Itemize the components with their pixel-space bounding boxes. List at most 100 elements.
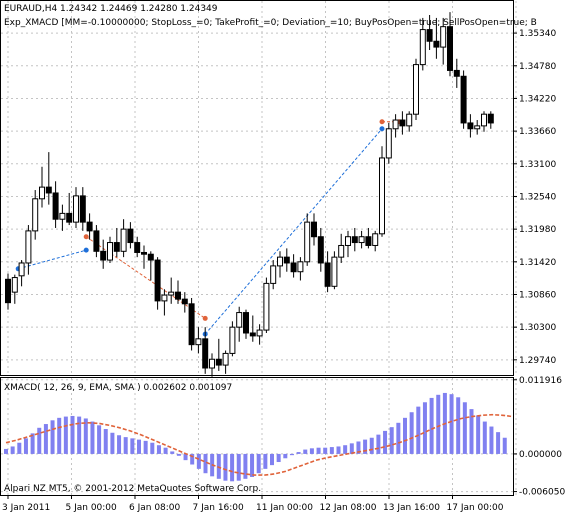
histogram-bar bbox=[236, 453, 241, 481]
candle bbox=[181, 292, 188, 313]
indicator-tick-label: -0.006050 bbox=[519, 488, 565, 498]
candle bbox=[249, 315, 256, 342]
candle bbox=[324, 251, 331, 293]
candle bbox=[487, 111, 494, 129]
candle bbox=[283, 248, 290, 272]
candle bbox=[195, 327, 202, 354]
histogram-bar bbox=[103, 429, 108, 454]
histogram-bar bbox=[416, 406, 421, 454]
price-tick-label: 1.29740 bbox=[519, 356, 556, 366]
candle bbox=[345, 230, 351, 258]
candle-body-bear bbox=[93, 230, 100, 252]
candle bbox=[188, 297, 195, 351]
candle-body-bear bbox=[5, 278, 11, 304]
candle-body-bear bbox=[127, 228, 134, 244]
candle-body-bull bbox=[413, 64, 419, 115]
candle-body-bear bbox=[467, 122, 474, 130]
histogram-bar bbox=[383, 430, 388, 454]
candle bbox=[277, 251, 283, 278]
price-tick-label: 1.30860 bbox=[519, 290, 556, 300]
candle bbox=[297, 257, 304, 281]
candle bbox=[474, 120, 481, 135]
histogram-bar bbox=[97, 425, 102, 454]
candle-body-bull bbox=[73, 195, 79, 223]
indicator-tick-label: 0.000000 bbox=[519, 450, 562, 460]
time-tick-label: 12 Jan 08:00 bbox=[320, 503, 377, 513]
histogram-bar bbox=[389, 427, 394, 454]
histogram-bar bbox=[436, 394, 441, 454]
candle-body-bull bbox=[372, 233, 379, 246]
histogram-bar bbox=[137, 439, 141, 454]
histogram-bar bbox=[156, 445, 161, 454]
candle bbox=[127, 222, 134, 249]
price-tick-label: 1.34220 bbox=[519, 94, 556, 104]
candle-body-bull bbox=[304, 221, 311, 263]
candle bbox=[168, 277, 175, 304]
candle bbox=[304, 213, 311, 266]
candle bbox=[453, 58, 460, 88]
candle bbox=[18, 260, 25, 287]
histogram-bar bbox=[502, 437, 507, 454]
histogram-bar bbox=[396, 422, 401, 454]
candle-body-bull bbox=[120, 228, 127, 252]
histogram-bar bbox=[130, 438, 135, 454]
candle bbox=[447, 12, 453, 77]
candle bbox=[256, 324, 263, 345]
histogram-bar bbox=[70, 415, 75, 454]
histogram-bar bbox=[143, 440, 148, 454]
histogram-bar bbox=[17, 442, 22, 454]
candle bbox=[59, 204, 66, 231]
candle bbox=[358, 230, 365, 249]
histogram-bar bbox=[462, 402, 467, 454]
histogram-bar bbox=[309, 448, 314, 454]
candle bbox=[236, 306, 243, 342]
candle-body-bear bbox=[79, 195, 86, 223]
trade-lines bbox=[15, 119, 402, 337]
candle bbox=[113, 227, 120, 258]
price-tick-label: 1.33100 bbox=[519, 160, 556, 170]
candle-body-bear bbox=[45, 186, 52, 194]
histogram-bar bbox=[123, 437, 128, 454]
histogram-bar bbox=[83, 418, 88, 454]
indicator-title: XMACD( 12, 26, 9, EMA, SMA ) 0.002602 0.… bbox=[4, 383, 232, 393]
histogram-bar bbox=[30, 433, 35, 454]
candle bbox=[100, 239, 107, 269]
candle-body-bull bbox=[263, 282, 270, 331]
histogram-bar bbox=[476, 415, 481, 454]
candle-body-bull bbox=[297, 261, 304, 273]
candle-body-bear bbox=[86, 221, 93, 232]
histogram-bar bbox=[403, 417, 407, 454]
candle-body-bull bbox=[256, 329, 263, 337]
price-tick-label: 1.31980 bbox=[519, 225, 556, 235]
candle-body-bear bbox=[317, 236, 324, 264]
grid bbox=[1, 1, 517, 495]
candle bbox=[11, 274, 18, 304]
candle-body-bull bbox=[385, 128, 392, 159]
candle-body-bear bbox=[290, 262, 297, 273]
candle bbox=[433, 17, 440, 59]
histogram-bar bbox=[329, 447, 334, 454]
candle bbox=[134, 236, 141, 258]
candle-body-bear bbox=[181, 298, 188, 305]
candle bbox=[52, 181, 59, 228]
candle bbox=[229, 321, 236, 357]
candle-body-bull bbox=[222, 352, 229, 366]
time-tick-label: 5 Jan 00:00 bbox=[66, 503, 118, 513]
time-tick-label: 13 Jan 16:00 bbox=[383, 503, 440, 513]
candle bbox=[270, 260, 277, 290]
trade-entry-marker bbox=[83, 234, 89, 240]
price-panel-frame bbox=[0, 0, 514, 376]
candle-body-bull bbox=[236, 312, 243, 328]
time-tick-label: 3 Jan 2011 bbox=[2, 503, 50, 513]
candle-body-bull bbox=[270, 265, 277, 284]
candle-body-bull bbox=[39, 186, 45, 200]
candle bbox=[243, 309, 249, 339]
price-tick-label: 1.31420 bbox=[519, 258, 556, 268]
candle-body-bear bbox=[154, 259, 161, 302]
candle bbox=[154, 257, 161, 310]
candle-body-bear bbox=[453, 69, 460, 77]
histogram-bar bbox=[77, 416, 82, 454]
candle bbox=[93, 225, 100, 258]
histogram-bar bbox=[63, 416, 68, 454]
